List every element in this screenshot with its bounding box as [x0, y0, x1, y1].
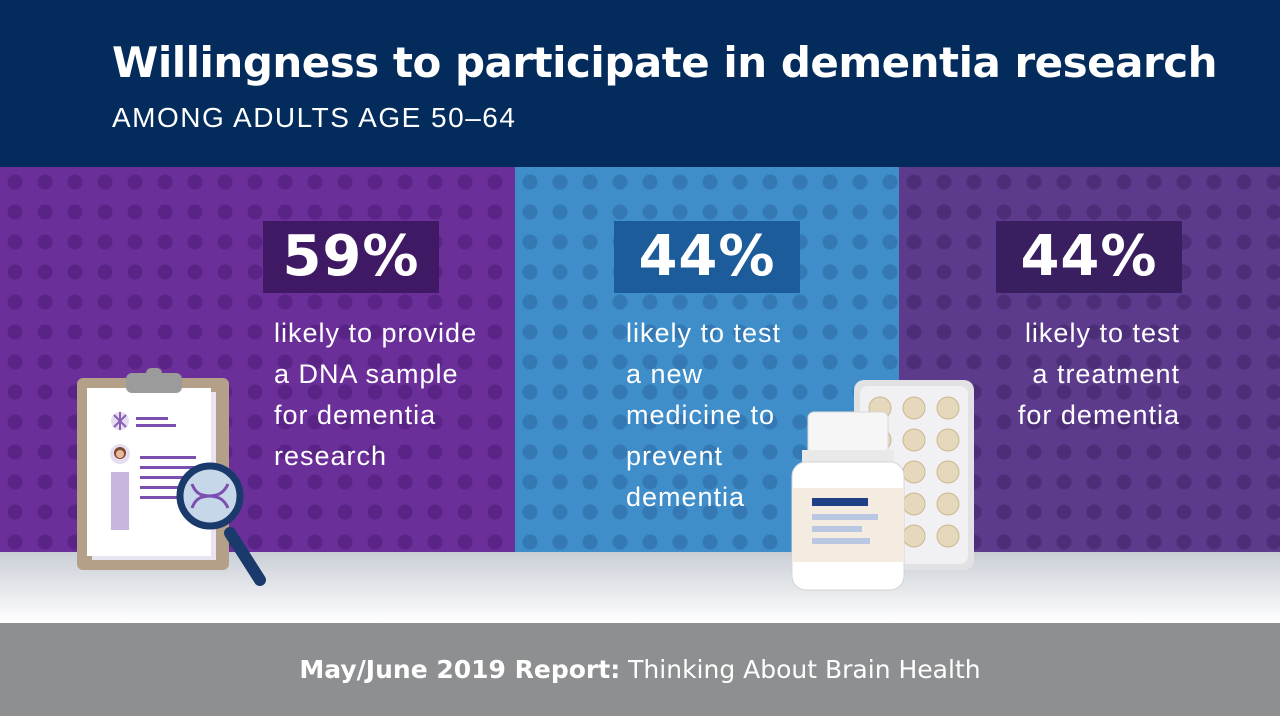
stat-description-dna: likely to provide a DNA sample for demen… — [274, 313, 477, 477]
stat-description-medicine: likely to test a new medicine to prevent… — [626, 313, 781, 518]
stat-line: likely to test — [1024, 318, 1180, 348]
page-subtitle: AMONG ADULTS AGE 50–64 — [112, 102, 517, 133]
stat-line: research — [274, 441, 388, 471]
header-banner: Willingness to participate in dementia r… — [0, 0, 1280, 167]
stat-line: for dementia — [274, 400, 437, 430]
stat-value-dna: 59% — [263, 221, 439, 293]
stat-line: a DNA sample — [274, 359, 459, 389]
stat-value-medicine: 44% — [614, 221, 800, 293]
stat-line: prevent — [626, 441, 724, 471]
stat-line: likely to test — [626, 318, 782, 348]
stat-line: a treatment — [1032, 359, 1180, 389]
stat-line: likely to provide — [274, 318, 478, 348]
stat-line: a new — [626, 359, 704, 389]
footer-report-date: May/June 2019 Report: — [299, 655, 621, 684]
medicine-bottle-and-blister-pack-icon — [791, 380, 974, 591]
page-title: Willingness to participate in dementia r… — [112, 38, 1218, 87]
clipboard-with-magnifier-dna-icon — [77, 368, 266, 586]
stat-line: for dementia — [1017, 400, 1180, 430]
stat-value-treatment: 44% — [996, 221, 1182, 293]
stat-description-treatment: likely to test a treatment for dementia — [1018, 313, 1180, 436]
footer-bar: May/June 2019 Report: Thinking About Bra… — [0, 623, 1280, 716]
stat-line: dementia — [626, 482, 746, 512]
footer-report-title: Thinking About Brain Health — [628, 655, 981, 684]
stat-line: medicine to — [626, 400, 776, 430]
